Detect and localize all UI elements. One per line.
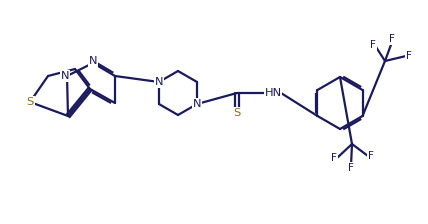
Text: F: F [370,40,376,50]
Text: F: F [389,34,395,44]
Text: F: F [368,151,374,161]
Text: F: F [348,163,354,173]
Text: F: F [331,153,337,163]
Text: F: F [406,51,412,61]
Text: S: S [27,97,34,107]
Text: N: N [89,56,97,66]
Text: HN: HN [265,88,282,98]
Text: N: N [155,77,163,87]
Text: S: S [233,108,241,118]
Text: N: N [193,99,201,109]
Text: N: N [61,71,69,81]
